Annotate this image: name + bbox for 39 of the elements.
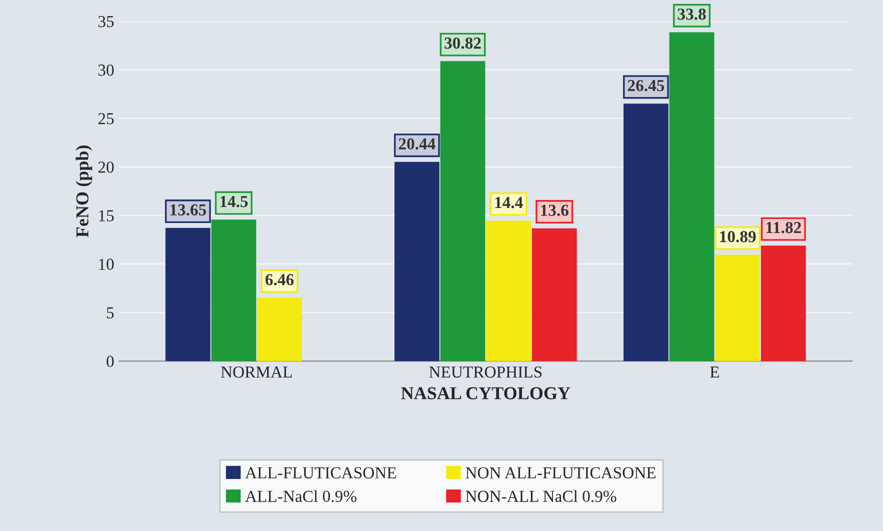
y-tick-label: 0 bbox=[106, 356, 114, 368]
y-axis-title: FeNO (ppb) bbox=[76, 146, 92, 238]
y-tick-label: 15 bbox=[99, 210, 114, 222]
bar bbox=[624, 104, 668, 362]
bar bbox=[715, 254, 760, 362]
legend-label: ALL-NaCl 0.9% bbox=[245, 490, 356, 502]
y-tick-label: 35 bbox=[98, 16, 114, 28]
data-label: 26.45 bbox=[628, 80, 664, 92]
y-tick-label: 30 bbox=[98, 64, 114, 76]
x-tick-label: E bbox=[710, 366, 719, 378]
bar bbox=[257, 298, 302, 362]
data-label: 11.82 bbox=[766, 222, 801, 234]
y-tick-label: 10 bbox=[99, 258, 114, 270]
data-label: 6.46 bbox=[266, 274, 294, 286]
bar bbox=[165, 228, 210, 362]
bar bbox=[211, 220, 256, 362]
legend-label: ALL-FLUTICASONE bbox=[245, 467, 396, 478]
bar bbox=[669, 32, 714, 362]
y-tick-label: 5 bbox=[106, 307, 114, 318]
data-label: 14.4 bbox=[495, 197, 523, 208]
bar bbox=[486, 220, 532, 362]
legend-label: NON ALL-FLUTICASONE bbox=[466, 467, 656, 478]
data-label: 14.5 bbox=[220, 196, 248, 208]
legend-label: NON-ALL NaCl 0.9% bbox=[466, 490, 616, 502]
x-tick-label: NORMAL bbox=[220, 366, 292, 378]
bar bbox=[532, 228, 577, 362]
x-axis-title: NASAL CYTOLOGY bbox=[401, 387, 570, 400]
data-label: 20.44 bbox=[398, 138, 436, 150]
bar bbox=[440, 61, 486, 362]
data-label: 13.65 bbox=[170, 204, 206, 216]
data-label: 30.82 bbox=[444, 37, 481, 49]
data-label: 33.8 bbox=[678, 8, 706, 20]
y-tick-label: 25 bbox=[98, 113, 114, 124]
y-tick-label: 20 bbox=[98, 162, 114, 173]
bar bbox=[760, 246, 806, 362]
bar bbox=[394, 162, 440, 362]
data-label: 10.89 bbox=[720, 231, 756, 242]
data-label: 13.6 bbox=[541, 204, 568, 216]
x-tick-label: NEUTROPHILS bbox=[429, 366, 542, 378]
